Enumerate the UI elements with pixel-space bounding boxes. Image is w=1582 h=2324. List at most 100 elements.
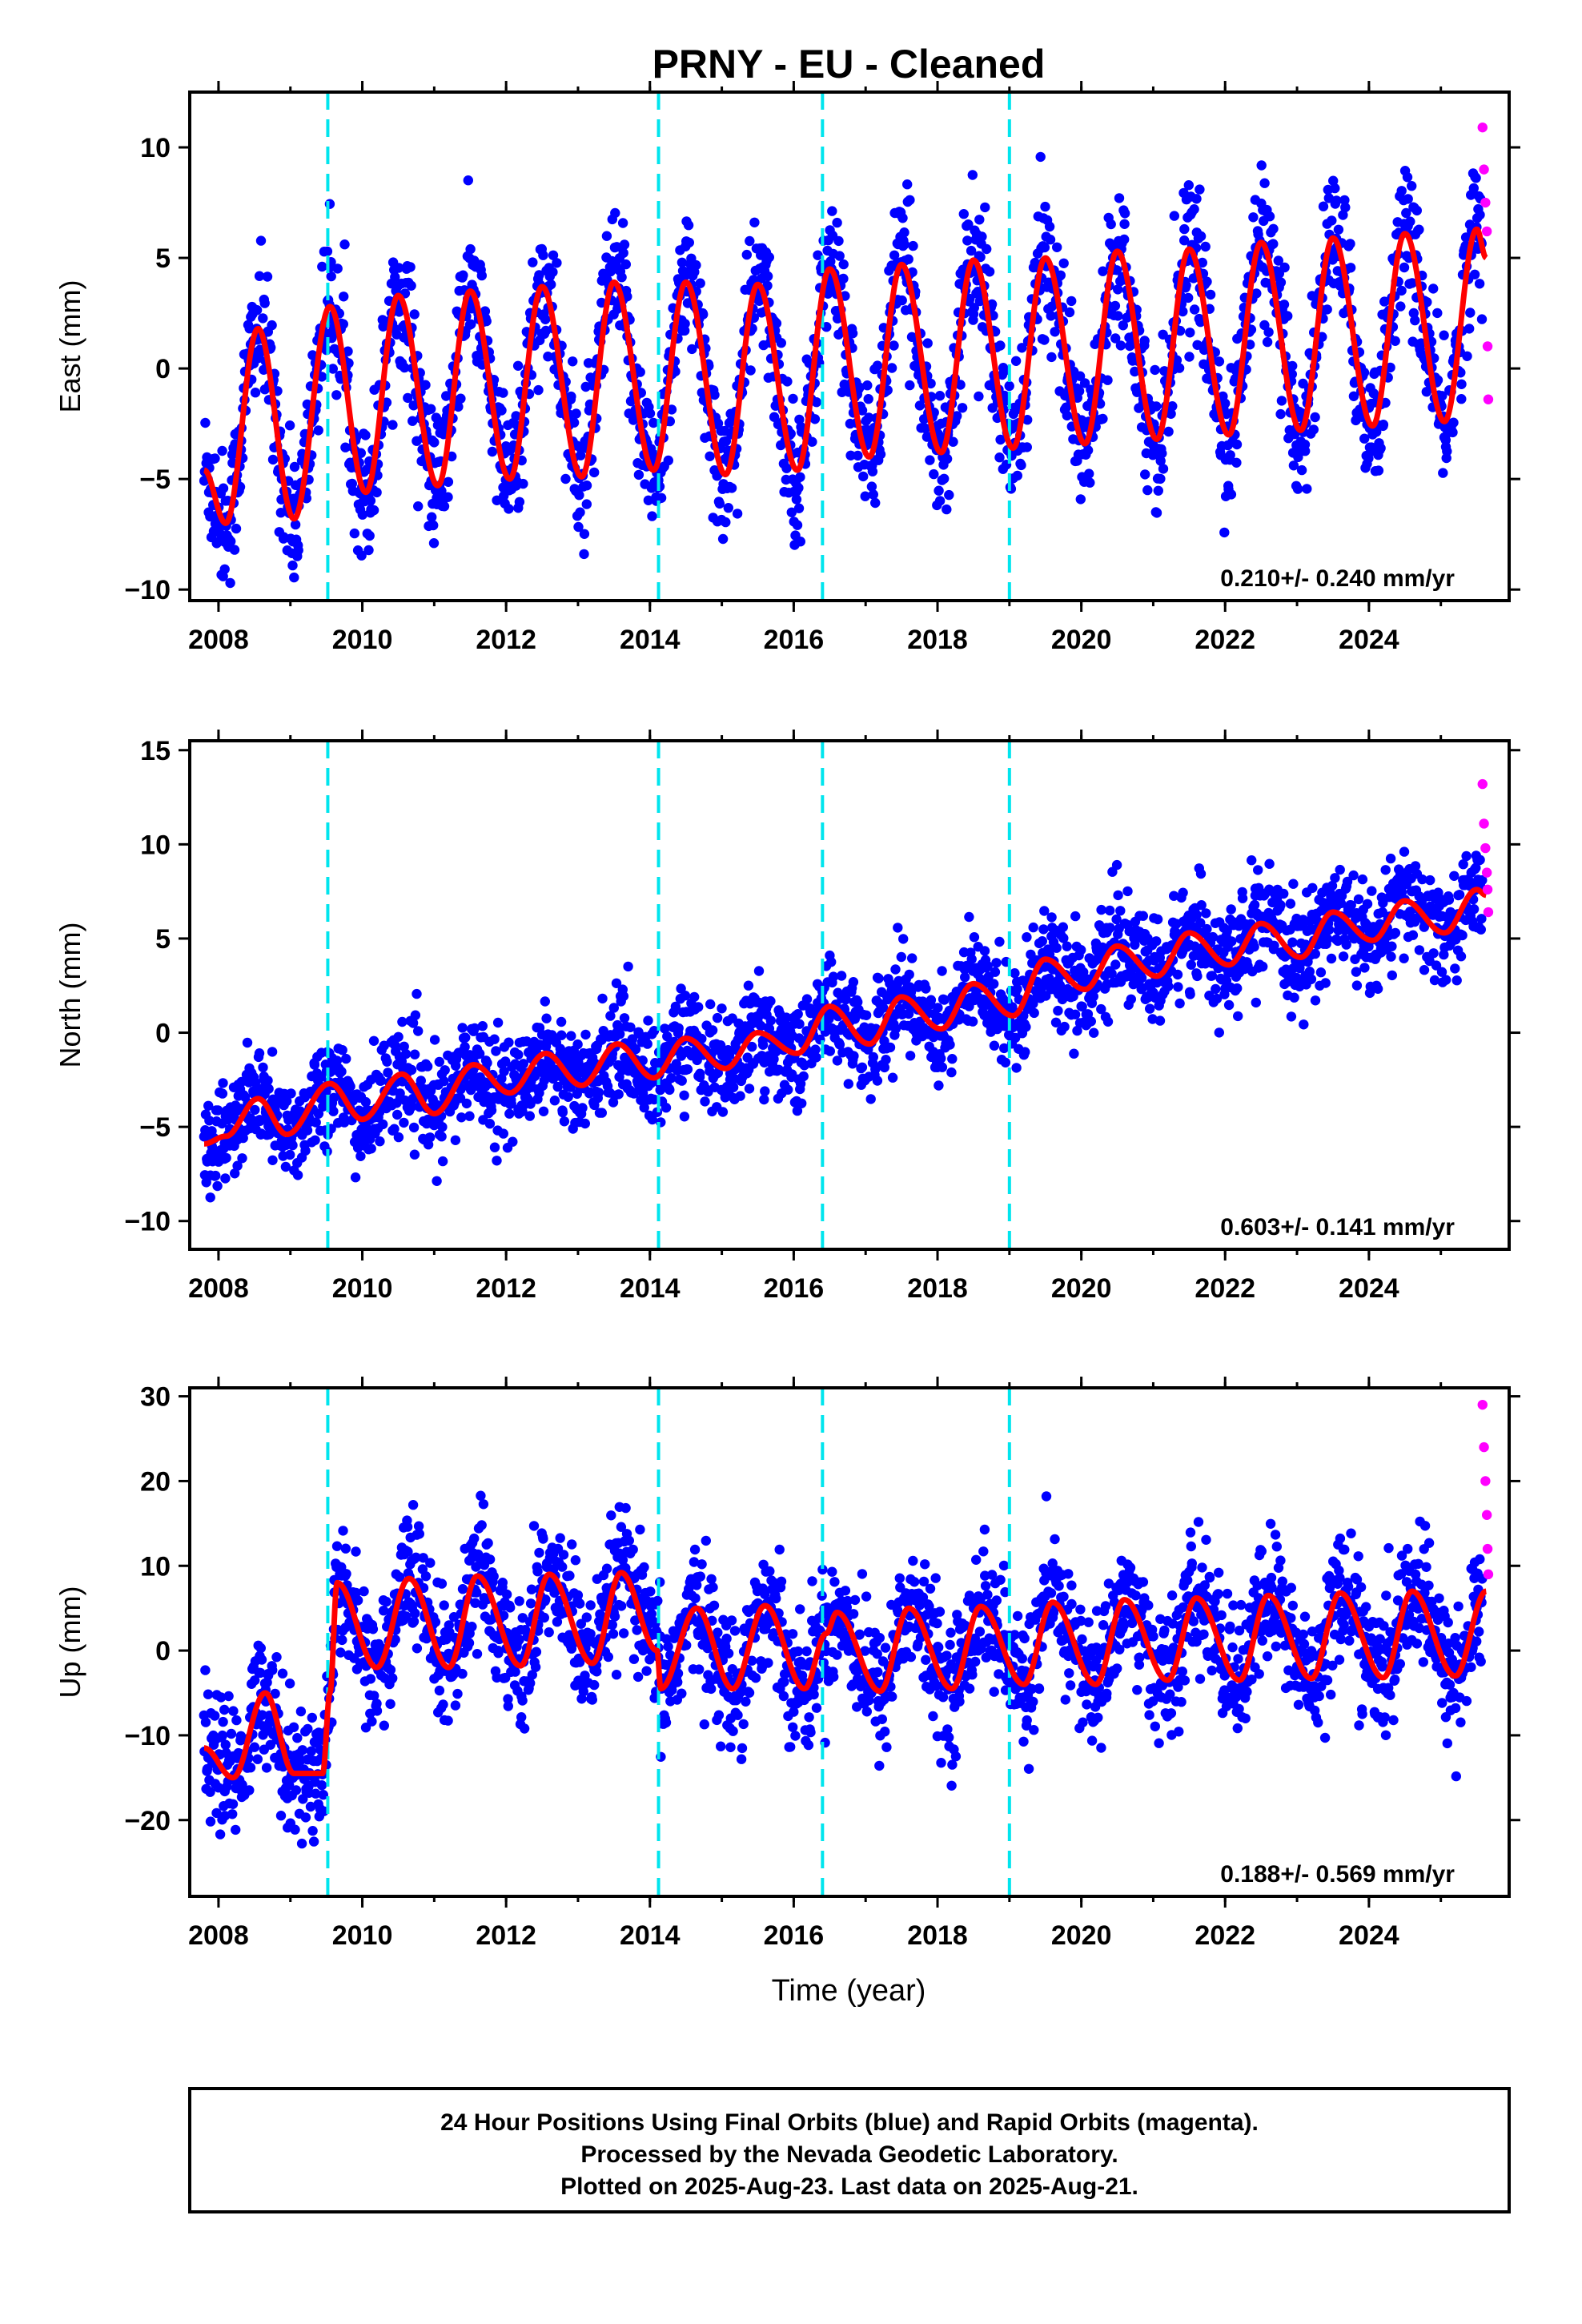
north-final-point [605, 1011, 616, 1021]
north-final-point [1253, 865, 1263, 875]
north-final-point [836, 971, 847, 981]
north-final-point [848, 977, 859, 987]
east-final-point [1465, 308, 1476, 318]
east-final-point [1084, 468, 1094, 479]
north-final-point [538, 1106, 549, 1117]
north-final-point [946, 1067, 957, 1078]
east-final-point [1268, 239, 1279, 249]
east-final-point [1403, 194, 1413, 204]
north-final-point [1053, 1005, 1063, 1016]
north-final-point [715, 1040, 726, 1051]
east-final-point [769, 412, 780, 422]
east-final-point [1074, 371, 1086, 381]
up-final-point [271, 1652, 282, 1663]
east-final-point [1330, 183, 1340, 194]
north-final-point [341, 1053, 351, 1064]
north-final-point [460, 1032, 471, 1043]
up-final-point [228, 1706, 239, 1716]
up-final-point [205, 1816, 216, 1827]
east-final-point [287, 560, 298, 571]
east-final-point [210, 453, 220, 464]
east-final-point [498, 388, 508, 398]
north-final-point [960, 972, 970, 983]
north-final-point [717, 1107, 729, 1117]
north-final-point [1173, 982, 1183, 992]
north-final-point [615, 1029, 625, 1039]
north-final-point [700, 1096, 710, 1107]
north-final-point [1010, 968, 1020, 979]
east-final-point [1195, 316, 1206, 328]
east-rapid-point [1480, 197, 1491, 208]
north-final-point [937, 1062, 948, 1072]
north-final-point [556, 1030, 567, 1040]
north-final-point [1111, 914, 1122, 925]
east-final-point [1328, 175, 1339, 186]
north-final-point [625, 1022, 636, 1033]
east-final-point [1363, 453, 1374, 464]
north-final-point [881, 1055, 891, 1065]
east-final-point [560, 473, 571, 485]
north-final-point [1058, 922, 1069, 932]
east-final-point [326, 271, 336, 282]
north-final-point [552, 1081, 563, 1092]
east-final-point [1385, 362, 1395, 373]
north-final-point [647, 1114, 657, 1125]
north-final-point [793, 1009, 803, 1019]
north-final-point [1122, 886, 1133, 897]
east-final-point [709, 389, 720, 400]
east-final-point [1283, 311, 1293, 321]
east-final-point [538, 250, 548, 260]
east-final-point [1251, 288, 1262, 299]
north-final-point [518, 1059, 528, 1069]
up-final-point [200, 1717, 211, 1727]
east-final-point [764, 252, 774, 263]
east-final-point [426, 404, 436, 414]
east-final-point [429, 437, 440, 448]
east-final-point [244, 324, 255, 334]
north-final-orbit-points [199, 846, 1488, 1203]
north-final-point [783, 1084, 793, 1095]
north-final-point [677, 1076, 687, 1086]
north-final-point [797, 1098, 807, 1109]
east-final-point [948, 436, 958, 447]
north-final-point [237, 1153, 247, 1164]
north-final-point [292, 1170, 303, 1180]
east-final-point [1050, 327, 1060, 337]
north-final-point [712, 1012, 723, 1023]
north-final-point [597, 993, 608, 1004]
up-final-point [295, 1706, 307, 1717]
east-final-point [666, 404, 677, 415]
east-final-point [957, 403, 968, 413]
north-final-point [991, 958, 1002, 968]
east-final-point [926, 378, 936, 389]
east-final-point [420, 380, 431, 390]
north-final-point [1407, 930, 1419, 940]
east-final-point [400, 362, 410, 373]
north-final-point [230, 1168, 240, 1179]
east-final-point [635, 367, 645, 377]
north-final-point [422, 1061, 433, 1072]
north-final-point [898, 934, 909, 944]
north-final-point [623, 961, 633, 972]
north-final-point [1096, 904, 1106, 915]
east-final-point [443, 492, 453, 502]
north-final-point [577, 1103, 588, 1113]
north-final-point [811, 1052, 821, 1063]
up-final-point [288, 1722, 299, 1732]
north-final-point [689, 991, 700, 1003]
east-final-point [903, 254, 913, 264]
east-final-point [528, 257, 538, 267]
north-final-point [1232, 983, 1243, 994]
north-final-point [399, 1117, 409, 1128]
north-final-point [440, 1065, 450, 1076]
east-final-point [633, 469, 644, 480]
east-final-point [365, 496, 376, 506]
east-final-point [643, 495, 654, 505]
north-final-point [765, 995, 776, 1007]
north-final-point [1372, 983, 1383, 995]
up-final-point [297, 1745, 307, 1755]
east-final-point [741, 249, 752, 260]
north-final-point [1038, 924, 1049, 935]
east-final-point [965, 293, 975, 304]
north-final-point [673, 1023, 684, 1034]
